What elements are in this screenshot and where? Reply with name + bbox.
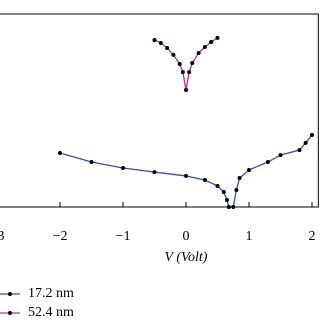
data-point <box>215 183 220 188</box>
data-point <box>180 70 185 75</box>
series-line <box>154 37 218 91</box>
data-point <box>121 166 125 171</box>
data-point <box>310 133 314 138</box>
x-tick-label: 2 <box>309 229 316 244</box>
data-point <box>190 61 195 66</box>
legend-label: 17.2 nm <box>28 286 74 301</box>
series-line <box>59 134 313 208</box>
data-point <box>303 140 308 145</box>
x-tick-label: −2 <box>53 229 68 244</box>
data-point <box>184 173 188 178</box>
data-point <box>226 205 231 209</box>
x-tick-label: 0 <box>183 229 190 244</box>
data-point <box>297 148 302 153</box>
data-point <box>152 38 157 43</box>
data-point <box>89 160 94 165</box>
data-point <box>58 150 62 155</box>
data-point <box>202 45 207 50</box>
legend-marker <box>8 292 12 296</box>
data-point <box>224 198 229 203</box>
x-axis-label: V (Volt) <box>165 250 208 265</box>
data-point <box>215 35 220 40</box>
data-point <box>265 160 270 165</box>
data-point <box>237 176 242 181</box>
data-point <box>231 205 236 209</box>
plot-frame <box>0 13 319 208</box>
data-point <box>177 61 182 66</box>
data-point <box>247 167 251 172</box>
x-tick-label: −3 <box>0 229 4 244</box>
data-point <box>196 50 201 55</box>
legend-marker <box>8 311 12 315</box>
data-point <box>278 153 283 158</box>
data-point <box>171 52 176 57</box>
data-point <box>184 88 188 93</box>
data-point <box>221 189 226 194</box>
data-point <box>152 170 157 175</box>
data-point <box>209 39 214 44</box>
x-tick-label: −1 <box>116 229 131 244</box>
data-point <box>158 40 163 45</box>
data-point <box>202 177 207 182</box>
data-point <box>165 45 170 50</box>
legend-label: 52.4 nm <box>28 305 74 320</box>
data-point <box>234 188 239 193</box>
x-tick-label: 1 <box>246 229 253 244</box>
data-point <box>187 70 192 75</box>
